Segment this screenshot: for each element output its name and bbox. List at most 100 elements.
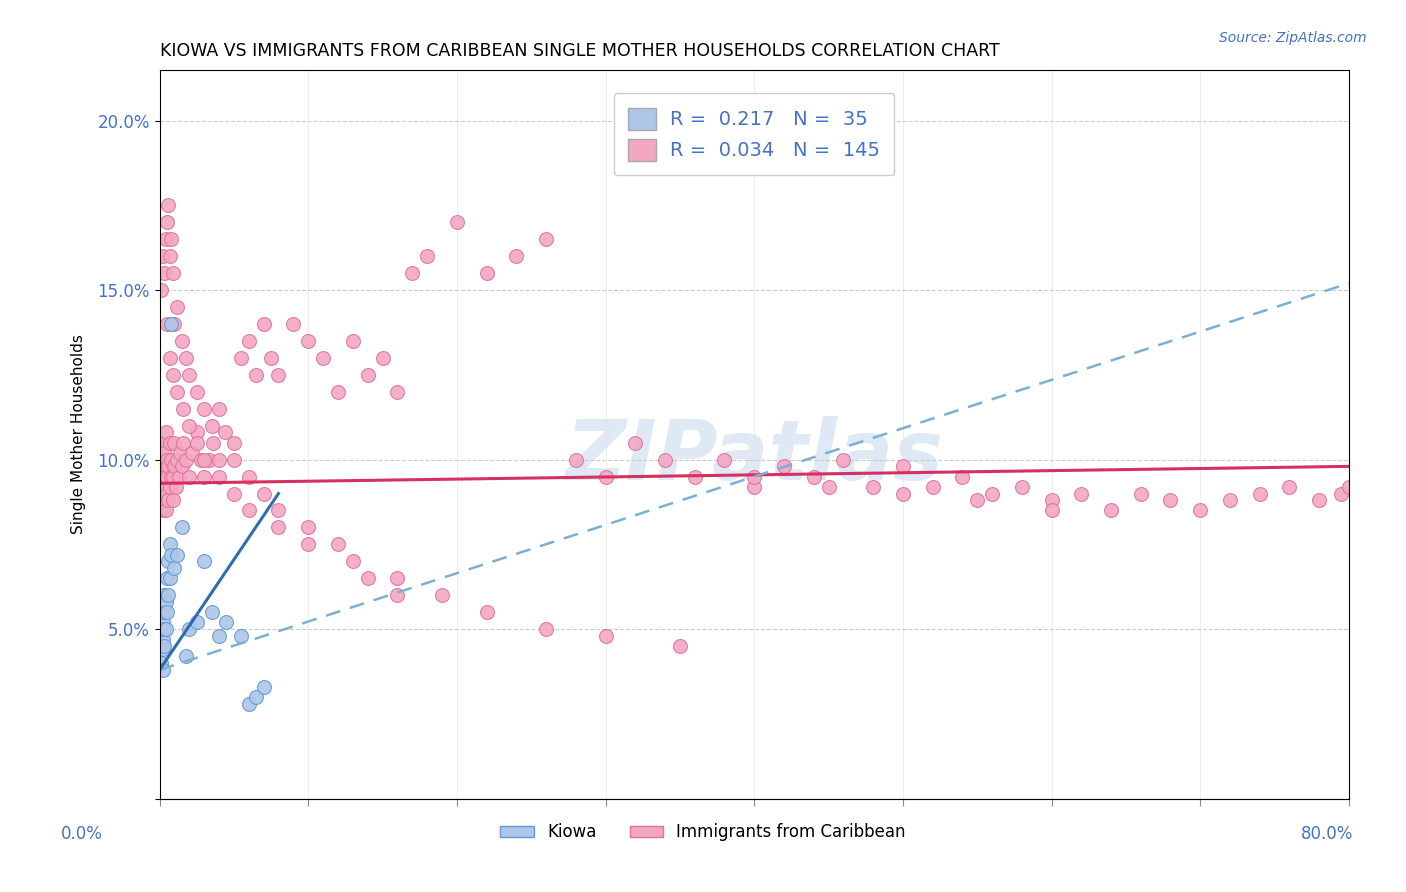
Point [357, 368, 380, 382]
Point [172, 401, 194, 416]
Point [153, 480, 176, 494]
Text: ZIPatlas: ZIPatlas [565, 416, 943, 497]
Point [163, 317, 186, 331]
Point [253, 680, 276, 694]
Point [773, 459, 796, 474]
Point [152, 615, 174, 630]
Legend: R =  0.217   N =  35, R =  0.034   N =  145: R = 0.217 N = 35, R = 0.034 N = 145 [614, 94, 894, 175]
Point [1308, 493, 1330, 508]
Point [891, 486, 914, 500]
Point [152, 435, 174, 450]
Point [387, 588, 409, 602]
Point [1249, 486, 1271, 500]
Text: KIOWA VS IMMIGRANTS FROM CARIBBEAN SINGLE MOTHER HOUSEHOLDS CORRELATION CHART: KIOWA VS IMMIGRANTS FROM CARIBBEAN SINGL… [159, 42, 1000, 60]
Point [150, 656, 173, 670]
Point [162, 266, 184, 280]
Y-axis label: Single Mother Households: Single Mother Households [72, 334, 86, 534]
Point [222, 452, 245, 467]
Point [157, 588, 180, 602]
Point [156, 215, 179, 229]
Point [1337, 480, 1360, 494]
Point [150, 629, 173, 643]
Point [193, 452, 215, 467]
Point [152, 459, 174, 474]
Point [153, 639, 176, 653]
Point [162, 493, 184, 508]
Point [387, 571, 409, 585]
Point [157, 459, 180, 474]
Point [172, 435, 194, 450]
Point [245, 690, 267, 704]
Point [312, 351, 335, 365]
Point [152, 642, 174, 657]
Point [200, 605, 222, 619]
Point [200, 418, 222, 433]
Point [742, 469, 765, 483]
Point [267, 520, 290, 534]
Point [202, 435, 225, 450]
Point [565, 452, 588, 467]
Point [238, 334, 260, 348]
Point [1189, 503, 1212, 517]
Point [179, 418, 201, 433]
Point [150, 452, 173, 467]
Point [654, 452, 676, 467]
Legend: Kiowa, Immigrants from Caribbean: Kiowa, Immigrants from Caribbean [494, 817, 912, 848]
Point [152, 486, 174, 500]
Point [163, 561, 186, 575]
Point [156, 571, 179, 585]
Point [215, 615, 238, 630]
Point [342, 334, 364, 348]
Point [153, 493, 176, 508]
Point [157, 198, 180, 212]
Point [152, 503, 174, 517]
Point [179, 469, 201, 483]
Point [1219, 493, 1241, 508]
Point [260, 351, 283, 365]
Point [1278, 480, 1301, 494]
Point [197, 452, 219, 467]
Point [475, 266, 498, 280]
Point [357, 571, 380, 585]
Point [150, 493, 173, 508]
Point [152, 249, 174, 263]
Point [238, 697, 260, 711]
Point [245, 368, 267, 382]
Point [166, 384, 188, 399]
Text: Source: ZipAtlas.com: Source: ZipAtlas.com [1219, 31, 1367, 45]
Point [624, 435, 647, 450]
Point [157, 493, 180, 508]
Point [222, 486, 245, 500]
Point [803, 469, 825, 483]
Point [155, 425, 177, 440]
Point [193, 469, 215, 483]
Point [817, 480, 839, 494]
Point [208, 452, 231, 467]
Point [193, 401, 215, 416]
Point [163, 435, 186, 450]
Point [430, 588, 453, 602]
Point [683, 469, 706, 483]
Point [416, 249, 439, 263]
Point [150, 435, 173, 450]
Point [150, 283, 173, 297]
Point [153, 446, 176, 460]
Point [152, 632, 174, 647]
Point [159, 571, 181, 585]
Point [238, 503, 260, 517]
Point [156, 605, 179, 619]
Point [179, 368, 201, 382]
Point [170, 334, 193, 348]
Point [238, 469, 260, 483]
Point [253, 317, 276, 331]
Point [966, 493, 988, 508]
Point [981, 486, 1004, 500]
Point [176, 649, 198, 664]
Text: 80.0%: 80.0% [1301, 825, 1354, 843]
Point [160, 232, 183, 246]
Point [153, 588, 176, 602]
Point [166, 452, 188, 467]
Point [160, 469, 183, 483]
Point [165, 480, 187, 494]
Point [179, 622, 201, 636]
